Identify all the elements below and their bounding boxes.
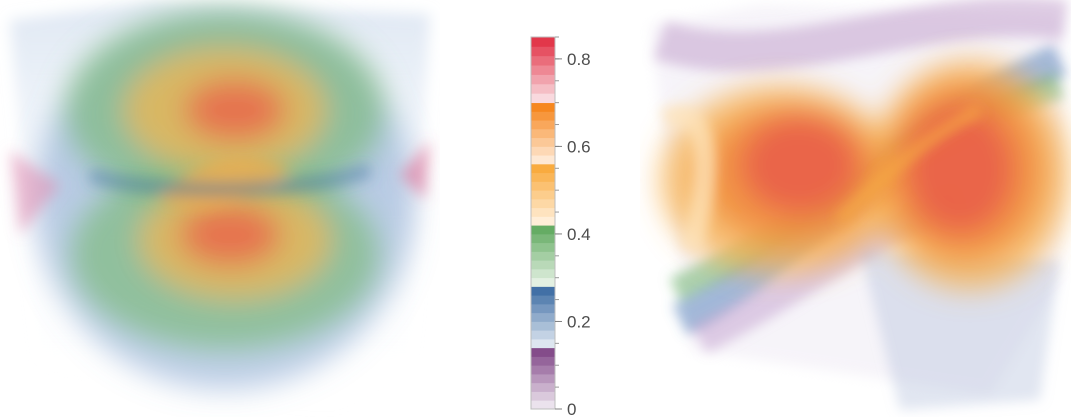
legend-tick-label: 0.6	[567, 137, 591, 156]
legend-band-step	[531, 225, 555, 235]
legend-band-step	[531, 312, 555, 322]
left-pale-fringe	[659, 104, 716, 254]
color-legend: 0 0.2 0.4 0.6 0.8	[530, 36, 591, 417]
legend-band-step	[531, 137, 555, 147]
legend-band-step	[531, 251, 555, 261]
legend-band-step	[531, 198, 555, 209]
legend-band-step	[531, 172, 555, 182]
legend-band-step	[531, 111, 555, 121]
legend-band-step	[531, 181, 555, 191]
legend-band-step	[531, 365, 555, 375]
legend-band-step	[531, 65, 555, 75]
legend-band-step	[531, 347, 555, 357]
legend-band-step	[531, 233, 555, 244]
legend-band-step	[531, 55, 555, 66]
legend-band-step	[531, 391, 555, 401]
legend-band-step	[531, 155, 555, 165]
legend-tick-label: 0.2	[567, 312, 591, 331]
legend-tick-label: 0.4	[567, 225, 591, 244]
legend-band-step	[531, 83, 555, 94]
legend-band-step	[531, 93, 555, 104]
legend-band-step	[531, 128, 555, 139]
legend-bar-outline	[530, 36, 556, 410]
legend-band-step	[531, 190, 555, 200]
legend-tick-label: 0.8	[567, 50, 591, 69]
right-pink-edge	[400, 140, 430, 200]
legend-band-step	[531, 382, 555, 392]
band-lower-fan	[860, 250, 1060, 410]
legend-band-step	[531, 303, 555, 314]
legend-band-step	[531, 37, 555, 47]
legend-band-step	[531, 242, 555, 252]
legend-tick-label: 0	[567, 400, 576, 417]
legend-band-step	[531, 330, 555, 340]
legend-band-step	[531, 338, 555, 349]
waist-blue	[87, 163, 373, 197]
band-purple-top	[653, 0, 1068, 72]
legend-band-step	[531, 277, 555, 287]
legend-band-step	[531, 46, 555, 57]
legend-bands	[530, 36, 556, 410]
legend-band-step	[531, 146, 555, 156]
legend-band-step	[531, 216, 555, 226]
legend-band-step	[531, 373, 555, 384]
legend-band-step	[531, 102, 555, 112]
legend-band-step	[531, 260, 555, 270]
left-red-core	[740, 115, 860, 215]
legend-band-step	[531, 268, 555, 279]
legend-band-step	[531, 286, 555, 296]
upper-red-core	[185, 80, 285, 140]
legend-band-step	[531, 120, 555, 130]
legend-band-step	[531, 295, 555, 305]
legend-band-step	[531, 74, 555, 85]
legend-band-step	[531, 321, 555, 331]
legend-band-step	[531, 356, 555, 366]
lower-red-core	[180, 205, 280, 265]
legend-ticks: 0 0.2 0.4 0.6 0.8	[555, 36, 591, 417]
volume-render-left	[10, 2, 430, 415]
left-pink-edge	[10, 150, 60, 235]
legend-band-step	[531, 400, 555, 410]
legend-band-step	[531, 207, 555, 217]
legend-band-step	[531, 163, 555, 174]
volume-render-right	[650, 0, 1070, 410]
twist-band	[835, 104, 983, 225]
